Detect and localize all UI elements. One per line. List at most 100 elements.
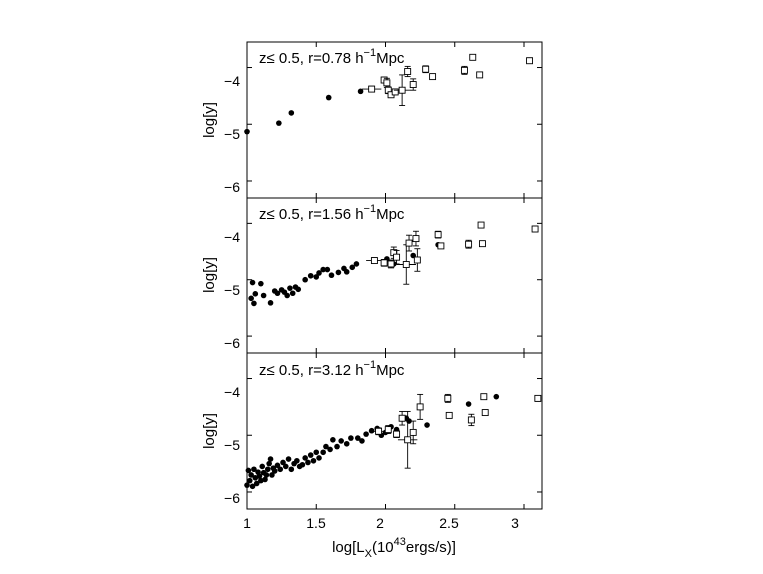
data-point: [316, 455, 322, 461]
data-point: [320, 266, 326, 273]
data-point: [320, 449, 326, 456]
data-point: [259, 463, 266, 470]
data-point-square: [413, 256, 421, 264]
data-point-square: [370, 257, 378, 265]
data-point: [288, 466, 295, 473]
data-point: [274, 462, 281, 469]
x-axis-label: log[LX(1043ergs/s)]: [332, 536, 456, 560]
data-point-square: [383, 79, 391, 87]
data-point: [280, 459, 286, 466]
data-point-square: [437, 242, 445, 250]
data-point-square: [409, 428, 417, 436]
data-point-square: [404, 68, 412, 75]
panel-3-annotation: z≤ 0.5, r=3.12 h−1Mpc: [259, 359, 405, 379]
data-point-square: [402, 261, 410, 268]
data-point: [260, 292, 267, 299]
data-point: [276, 120, 282, 126]
data-point-square: [405, 239, 413, 247]
data-point-square: [391, 88, 399, 96]
data-point: [302, 276, 308, 283]
data-point: [244, 482, 250, 488]
data-point: [248, 472, 254, 478]
data-point: [313, 449, 320, 456]
panel-2-ytick-label: −5: [224, 282, 240, 298]
data-point: [338, 438, 344, 444]
data-point-square: [393, 253, 401, 261]
data-point: [284, 292, 290, 299]
panel-1: z≤ 0.5, r=0.78 h−1Mpc log[y] −4 −5 −6: [201, 41, 543, 199]
data-point: [424, 422, 430, 428]
data-point-square: [526, 57, 533, 65]
data-point: [349, 264, 356, 271]
data-point: [248, 295, 254, 302]
data-point: [348, 435, 354, 441]
data-point-square: [467, 416, 475, 424]
data-point: [269, 472, 275, 478]
data-point: [258, 280, 264, 287]
data-point: [305, 459, 311, 466]
data-point-square: [398, 414, 406, 422]
data-point: [271, 468, 278, 474]
panel-1-ytick-label: −4: [224, 73, 240, 89]
data-point-square: [476, 71, 484, 79]
data-point: [328, 272, 335, 279]
data-point-square: [416, 403, 424, 411]
data-point-square: [531, 225, 539, 233]
data-point: [267, 456, 274, 462]
data-point: [262, 476, 268, 483]
xtick-label: 2.5: [439, 515, 459, 531]
data-point-square: [465, 240, 473, 248]
data-point-square: [409, 81, 417, 88]
data-point: [288, 110, 295, 116]
data-point: [295, 286, 302, 293]
data-point: [357, 88, 364, 95]
xtick-label: 3: [511, 515, 519, 531]
data-point-square: [368, 85, 376, 93]
data-point: [325, 94, 332, 101]
data-point: [465, 401, 472, 407]
data-point: [363, 431, 369, 437]
panel-2-marks: [246, 198, 542, 353]
data-point: [324, 266, 331, 273]
data-point: [267, 300, 274, 306]
panel-1-ytick-label: −6: [224, 179, 240, 195]
data-point: [246, 477, 253, 484]
data-point-square: [478, 240, 486, 248]
data-point: [263, 472, 270, 478]
data-point-square: [404, 436, 412, 444]
data-point-square: [481, 409, 489, 417]
data-point: [327, 446, 333, 453]
panel-1-annotation: z≤ 0.5, r=0.78 h−1Mpc: [259, 47, 405, 67]
panel-3-ytick-label: −6: [224, 490, 240, 506]
panel-2-annotation: z≤ 0.5, r=1.56 h−1Mpc: [259, 203, 405, 223]
data-point: [244, 128, 250, 135]
panel-1-ylabel: log[y]: [201, 102, 218, 138]
panel-3-ylabel: log[y]: [201, 413, 218, 449]
panel-3-ytick-label: −5: [224, 437, 240, 453]
panel-3-marks: [244, 353, 542, 509]
data-point-square: [434, 231, 442, 239]
data-point-square: [393, 430, 401, 438]
panel-1-ytick-label: −5: [224, 126, 240, 142]
data-point: [249, 279, 256, 286]
data-point: [334, 443, 340, 450]
data-point: [285, 456, 292, 462]
panel-2-ylabel: log[y]: [201, 257, 218, 293]
data-point-square: [477, 221, 485, 229]
panel-1-marks: [244, 42, 542, 198]
data-point: [323, 443, 329, 450]
data-point: [249, 483, 256, 490]
data-point-square: [429, 73, 437, 81]
data-point: [307, 272, 314, 279]
data-point: [368, 427, 375, 434]
data-point: [266, 460, 272, 467]
data-point: [310, 457, 317, 464]
data-point: [289, 290, 296, 297]
data-point: [330, 436, 336, 443]
data-point-square: [444, 394, 452, 402]
data-point: [313, 274, 320, 280]
data-point-square: [445, 411, 453, 419]
data-point: [307, 452, 314, 458]
data-point: [493, 393, 500, 400]
